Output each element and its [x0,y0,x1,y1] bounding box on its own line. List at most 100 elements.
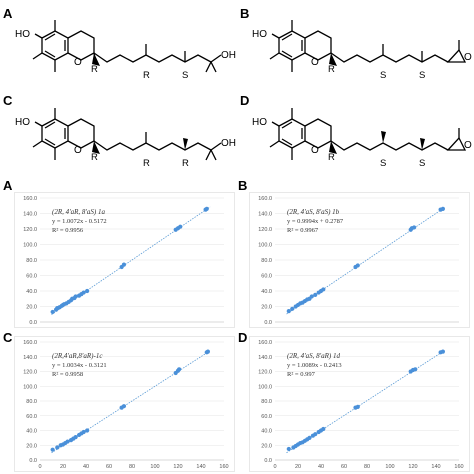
data-point [73,435,78,440]
data-point [321,426,326,432]
y-tick-label: 140.0 [258,355,272,361]
x-tick-label: 140 [431,464,440,470]
x-tick-label: 0 [38,464,41,470]
series-title: (2R, 4'aS, 8'aS) 1b [287,208,340,216]
hydroxyl-label: HO [252,117,267,128]
panel-letter-d-top: D [240,93,250,108]
y-tick-label: 160.0 [23,340,37,346]
x-tick-label: 160 [219,464,228,470]
data-point [440,349,445,354]
scatter-chart-b: 0.0 20.0 40.0 60.0 80.0 100.0 120.0 140.0 160.0 (… [249,192,470,328]
x-tick-label: 120 [408,464,417,470]
x-tick-label: 100 [385,464,394,470]
tail-group-label: OH [221,50,236,61]
y-tick-label: 140.0 [23,212,37,218]
ring-oxygen-label: O [74,145,82,156]
panel-letter-c-top: C [3,93,13,108]
y-tick-label: 160.0 [258,196,272,202]
data-point [50,309,55,315]
y-tick-label: 40.0 [261,429,272,435]
y-tick-label: 20.0 [261,443,272,449]
data-point [177,367,182,372]
ring-oxygen-label: O [74,57,82,68]
scatter-chart-d: 0.0 20.0 40.0 60.0 80.0 100.0 120.0 140.0 160.0 0… [249,336,470,472]
panel-letter-b-top: B [240,6,250,21]
stereo-label-2: R [143,158,150,169]
stereo-label-1: R [91,64,98,75]
structure-a: HO O OH R R S [0,0,237,90]
stereo-label-1: R [328,152,335,163]
series-title: (2R,4'aR,8'aR)-1c [52,352,103,360]
y-tick-label: 40.0 [261,289,272,295]
y-tick-label: 100.0 [258,384,272,390]
x-tick-label: 20 [295,464,301,470]
structure-b: HO O O R S S [237,0,474,90]
data-point [205,349,210,354]
y-tick-label: 120.0 [23,370,37,376]
tail-group-label: OH [221,138,236,149]
trendline [286,349,446,454]
r-squared: R² = 0.9956 [52,227,84,234]
trend-equation: y = 0.9994x + 0.2787 [287,218,344,225]
stereo-label-1: R [328,64,335,75]
y-tick-label: 140.0 [258,212,272,218]
trend-equation: y = 1.0089x - 0.2413 [287,362,342,369]
data-point [412,225,417,230]
stereo-label-2: R [143,70,150,81]
x-tick-label: 100 [150,464,159,470]
data-point [321,287,326,292]
r-squared: R² = 0.997 [287,371,316,378]
stereo-label-2: S [380,70,386,81]
x-tick-label: 60 [106,464,112,470]
data-point [121,404,127,409]
structure-d: HO O O R S S [237,88,474,178]
y-tick-label: 40.0 [26,289,37,295]
scatter-chart-a: 0.0 20.0 40.0 60.0 80.0 100.0 120.0 140.0 160.0 (… [14,192,235,328]
y-tick-label: 80.0 [26,399,37,405]
data-point [81,290,86,295]
y-tick-label: 100.0 [23,384,37,390]
data-point [73,294,78,299]
data-point [290,306,295,311]
y-tick-label: 0.0 [264,320,272,326]
y-tick-label: 0.0 [29,458,37,464]
r-squared: R² = 0.9958 [52,371,83,378]
data-point [55,445,60,450]
panel-letter-a-chart: A [3,178,13,193]
y-tick-label: 0.0 [264,458,272,464]
y-tick-label: 160.0 [23,196,37,202]
y-tick-label: 80.0 [26,258,37,264]
y-tick-label: 60.0 [26,274,37,280]
series-title: (2R, 4'aS, 8'aR) 1d [287,352,340,360]
r-squared: R² = 0.9967 [287,227,319,234]
x-tick-label: 120 [173,464,182,470]
y-tick-label: 160.0 [258,340,272,346]
structure-c: HO O OH R R R [0,88,237,178]
panel-letter-a-top: A [3,6,13,21]
data-point [286,309,291,314]
trendline [51,206,211,315]
trend-equation: y = 1.0072x - 0.5172 [52,218,107,225]
stereo-label-2: S [380,158,386,169]
trendline [286,206,446,315]
x-tick-label: 0 [273,464,276,470]
y-tick-label: 120.0 [258,227,272,233]
data-point [121,262,127,267]
x-tick-label: 160 [454,464,463,470]
stereo-label-3: S [419,158,425,169]
x-tick-label: 80 [129,464,135,470]
ring-oxygen-label: O [311,145,319,156]
data-point [307,435,312,440]
scatter-chart-c: 0.0 20.0 40.0 60.0 80.0 100.0 120.0 140.0 160.0 0… [14,336,235,472]
y-tick-label: 60.0 [26,414,37,420]
series-title: (2R, 4'aR, 8'aS) 1a [52,208,105,216]
stereo-label-3: S [419,70,425,81]
ring-oxygen-label: O [311,57,319,68]
y-tick-label: 40.0 [26,429,37,435]
stereo-label-3: R [182,158,189,169]
y-tick-label: 20.0 [26,443,37,449]
data-point [309,294,314,299]
x-tick-label: 60 [341,464,347,470]
y-tick-label: 100.0 [258,243,272,249]
hydroxyl-label: HO [15,117,30,128]
